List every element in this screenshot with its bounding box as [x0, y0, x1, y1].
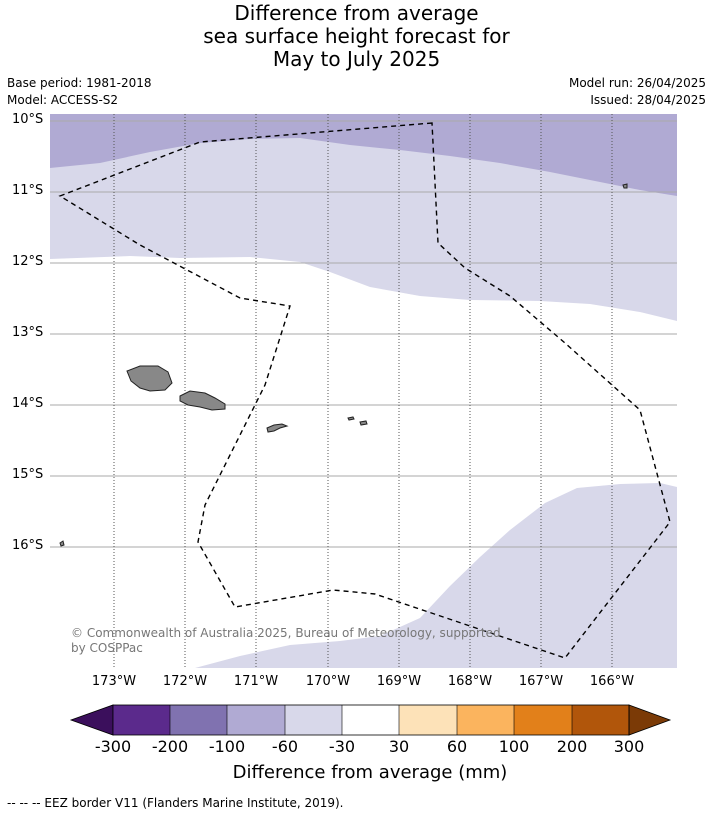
colorbar-tick-neg200: -200 — [151, 737, 189, 756]
base-period: Base period: 1981-2018 — [7, 76, 152, 90]
savaii-island — [126, 365, 173, 392]
small-islet-west — [59, 540, 65, 547]
colorbar-tick-60: 60 — [446, 737, 468, 756]
colorbar-tick-30: 30 — [388, 737, 410, 756]
map-area — [50, 114, 677, 668]
colorbar-tick-200: 200 — [556, 737, 588, 756]
ofu-olosega-island — [347, 416, 355, 421]
colorbar-segment-7 — [457, 705, 514, 735]
lon-label-170w: 170°W — [305, 674, 351, 689]
anomaly-band-light-south — [195, 483, 677, 668]
anomaly-band-medium-north — [50, 114, 677, 196]
title-line-2: sea surface height forecast for — [203, 24, 510, 48]
lon-label-167w: 167°W — [518, 674, 564, 689]
tau-island — [359, 420, 368, 426]
tutuila-island — [266, 423, 289, 433]
colorbar-segment-2 — [170, 705, 227, 735]
latitude-gridlines — [50, 120, 677, 548]
longitude-gridlines — [113, 114, 613, 668]
colorbar-segment-3 — [227, 705, 285, 735]
colorbar-tick-neg60: -60 — [271, 737, 299, 756]
lon-label-166w: 166°W — [589, 674, 635, 689]
colorbar-segment-4 — [285, 705, 342, 735]
model-run: Model run: 26/04/2025 — [568, 76, 706, 90]
eez-footnote: -- -- -- EEZ border V11 (Flanders Marine… — [7, 796, 344, 810]
lon-label-169w: 169°W — [376, 674, 422, 689]
colorbar-segment-9 — [572, 705, 629, 735]
lat-label-16s: 16°S — [12, 538, 44, 553]
eez-border — [58, 122, 671, 659]
issued-date: Issued: 28/04/2025 — [590, 93, 706, 107]
colorbar-tick-neg30: -30 — [328, 737, 356, 756]
colorbar-segment-8 — [514, 705, 572, 735]
colorbar-segment-5 — [342, 705, 399, 735]
copyright-notice: © Commonwealth of Australia 2025, Bureau… — [71, 626, 501, 655]
upolu-island — [179, 390, 226, 411]
lon-label-172w: 172°W — [162, 674, 208, 689]
lon-label-171w: 171°W — [233, 674, 279, 689]
colorbar-segment-6 — [399, 705, 457, 735]
swains-island — [622, 183, 628, 189]
title-line-3: May to July 2025 — [272, 47, 441, 71]
lat-label-14s: 14°S — [12, 396, 44, 411]
colorbar-tick-100: 100 — [498, 737, 530, 756]
colorbar-title: Difference from average (mm) — [232, 762, 508, 783]
colorbar-tick-300: 300 — [613, 737, 645, 756]
lat-label-11s: 11°S — [12, 183, 44, 198]
land-masses — [59, 183, 628, 547]
colorbar-extend-high — [628, 704, 672, 736]
colorbar-tick-neg100: -100 — [208, 737, 246, 756]
lat-label-15s: 15°S — [12, 467, 44, 482]
colorbar-tick-neg300: -300 — [94, 737, 132, 756]
lat-label-13s: 13°S — [12, 325, 44, 340]
lat-label-10s: 10°S — [12, 112, 44, 127]
lon-label-168w: 168°W — [447, 674, 493, 689]
title-line-1: Difference from average — [234, 1, 479, 25]
model-name: Model: ACCESS-S2 — [7, 93, 119, 107]
lon-label-173w: 173°W — [91, 674, 137, 689]
colorbar-extend-low — [69, 704, 114, 736]
lat-label-12s: 12°S — [12, 254, 44, 269]
colorbar-segment-1 — [113, 705, 170, 735]
